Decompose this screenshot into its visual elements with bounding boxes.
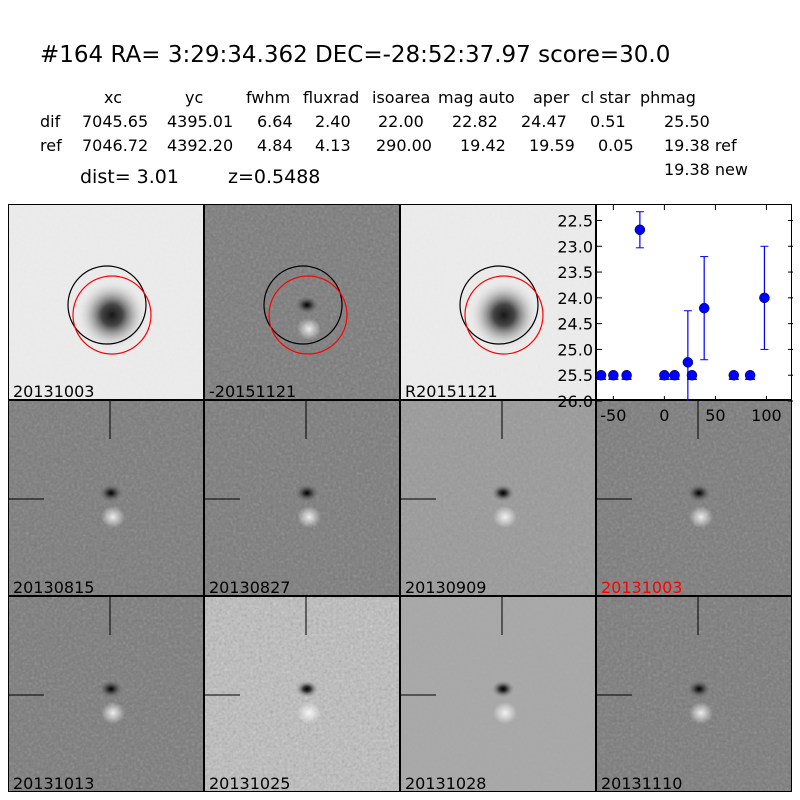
data-point: [682, 357, 694, 368]
y-tick-label: 24.0: [557, 289, 593, 308]
ref-circle: [263, 265, 343, 345]
table-cell: 0.05: [598, 136, 634, 155]
column-header: fluxrad: [303, 88, 360, 107]
stamp-date-label: 20130909: [405, 578, 487, 596]
row-label: dif: [40, 112, 61, 131]
image-stamp: 20131003: [596, 400, 792, 596]
stamp-date-label: -20151121: [209, 382, 297, 400]
figure-title: #164 RA= 3:29:34.362 DEC=-28:52:37.97 sc…: [40, 42, 671, 68]
phmag-new: 19.38 new: [664, 160, 748, 179]
table-cell: 7046.72: [82, 136, 149, 155]
table-cell: 25.50: [664, 112, 710, 131]
detection-circle: [464, 275, 544, 355]
data-point: [659, 369, 670, 381]
table-cell: 24.47: [521, 112, 567, 131]
stamp-date-label: 20131025: [209, 774, 291, 792]
row-label: ref: [40, 136, 62, 155]
stamp-date-label: 20131003: [601, 578, 683, 596]
stamp-date-label: 20130815: [13, 578, 95, 596]
x-tick-label: 50: [705, 406, 725, 425]
image-stamp: 20131028: [400, 596, 596, 792]
table-cell: 19.38 ref: [664, 136, 737, 155]
column-header: aper: [533, 88, 570, 107]
x-tick-label: -50: [600, 406, 626, 425]
table-cell: 7045.65: [82, 112, 149, 131]
detection-circle: [268, 275, 348, 355]
image-stamp: R20151121: [400, 204, 596, 400]
table-cell: 0.51: [590, 112, 626, 131]
table-cell: 4395.01: [167, 112, 234, 131]
dist-text: dist= 3.01: [80, 166, 179, 188]
image-stamp: 20131110: [596, 596, 792, 792]
data-point: [728, 369, 740, 381]
image-stamp: 20130815: [8, 400, 204, 596]
data-point: [595, 369, 607, 381]
stamp-date-label: 20131013: [13, 774, 95, 792]
y-tick-label: 23.5: [557, 263, 593, 282]
column-header: yc: [185, 88, 204, 107]
column-header: cl star: [581, 88, 631, 107]
table-cell: 6.64: [257, 112, 293, 131]
column-header: fwhm: [246, 88, 291, 107]
y-tick-label: 24.5: [557, 315, 593, 334]
y-tick-label: 25.0: [557, 340, 593, 359]
image-stamp: -20151121: [204, 204, 400, 400]
stamp-date-label: 20131110: [601, 774, 683, 792]
data-point: [669, 369, 680, 381]
image-stamp: 20131003: [8, 204, 204, 400]
image-stamp: 20130827: [204, 400, 400, 596]
y-tick-label: 25.5: [557, 366, 593, 385]
z-text: z=0.5488: [228, 166, 321, 188]
table-cell: 2.40: [315, 112, 351, 131]
x-tick-label: 100: [751, 406, 782, 425]
image-stamp: 20130909: [400, 400, 596, 596]
column-header: isoarea: [372, 88, 431, 107]
y-tick-label: 22.5: [557, 211, 593, 230]
image-stamp: 20131013: [8, 596, 204, 792]
column-header: mag auto: [438, 88, 515, 107]
data-point: [759, 292, 770, 304]
data-point: [686, 369, 698, 381]
stamp-date-label: 20131003: [13, 382, 95, 400]
y-tick-label: 26.0: [557, 392, 593, 411]
stamp-date-label: 20131028: [405, 774, 487, 792]
detection-circle: [72, 275, 152, 355]
table-cell: 22.00: [378, 112, 424, 131]
stamp-date-label: 20130827: [209, 578, 291, 596]
table-cell: 4.13: [315, 136, 351, 155]
stamp-date-label: R20151121: [405, 382, 498, 400]
data-point: [698, 302, 710, 314]
data-point: [744, 369, 756, 381]
y-tick-label: 23.0: [557, 237, 593, 256]
ref-circle: [459, 265, 539, 345]
column-header: phmag: [640, 88, 696, 107]
light-curve-plot: 22.5 23.0 23.5 24.0 24.5 25.0 25.5 26.0 -50 0 50 10…: [557, 204, 793, 425]
ref-circle: [67, 265, 147, 345]
table-cell: 19.42: [460, 136, 506, 155]
table-cell: 290.00: [376, 136, 432, 155]
column-header: xc: [104, 88, 122, 107]
table-cell: 22.82: [452, 112, 498, 131]
data-point: [608, 369, 619, 381]
table-cell: 4.84: [257, 136, 293, 155]
x-tick-label: 0: [659, 406, 669, 425]
table-cell: 19.59: [529, 136, 575, 155]
image-stamp: 20131025: [204, 596, 400, 792]
data-point: [634, 224, 646, 236]
data-point: [621, 369, 632, 381]
table-cell: 4392.20: [167, 136, 234, 155]
